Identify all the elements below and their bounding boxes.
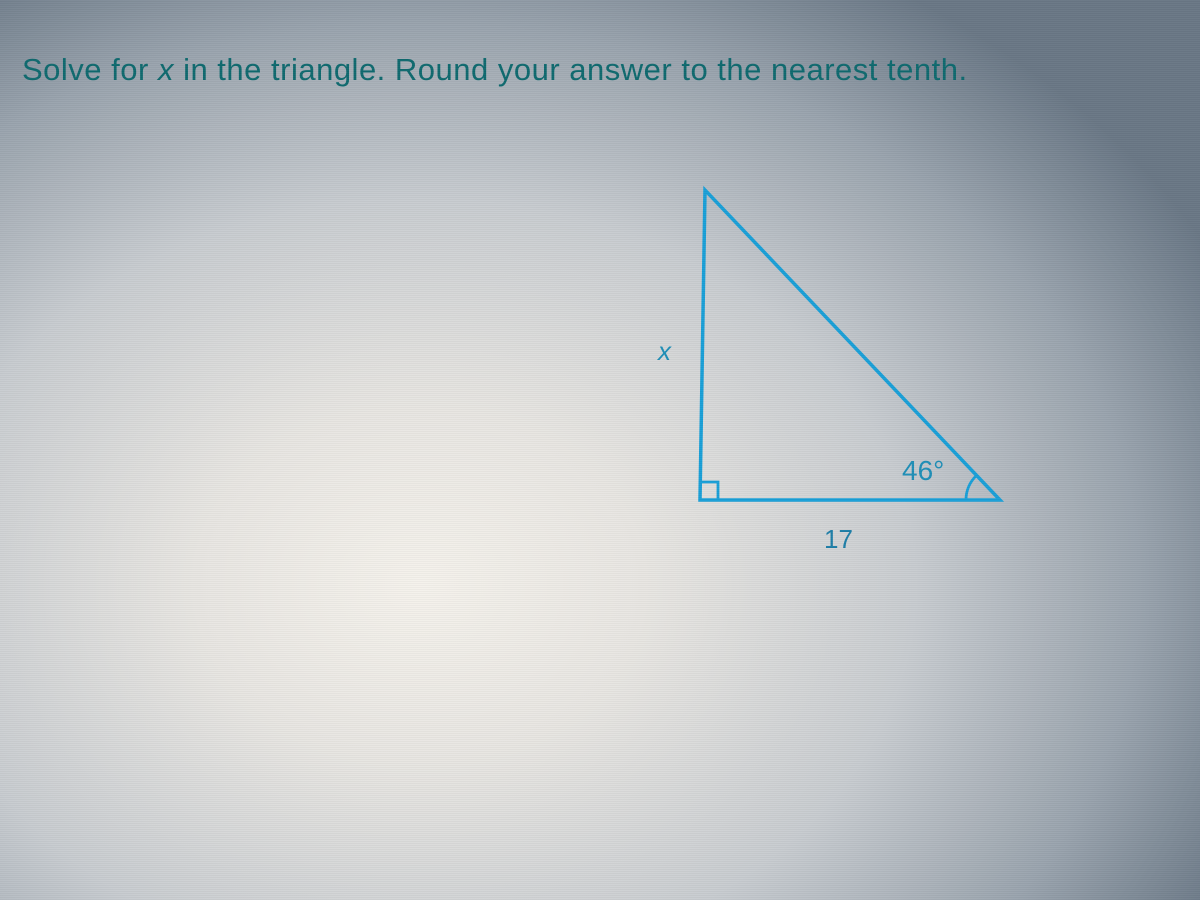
triangle-svg: x 17 46° <box>560 170 1080 590</box>
triangle-figure: x 17 46° <box>560 170 1080 590</box>
question-variable: x <box>158 52 174 87</box>
label-x: x <box>656 336 672 366</box>
label-17: 17 <box>824 524 853 554</box>
question-prefix: Solve for <box>22 52 158 87</box>
question-suffix: in the triangle. Round your answer to th… <box>174 52 968 87</box>
label-angle: 46° <box>902 455 944 486</box>
question-text: Solve for x in the triangle. Round your … <box>22 52 968 88</box>
